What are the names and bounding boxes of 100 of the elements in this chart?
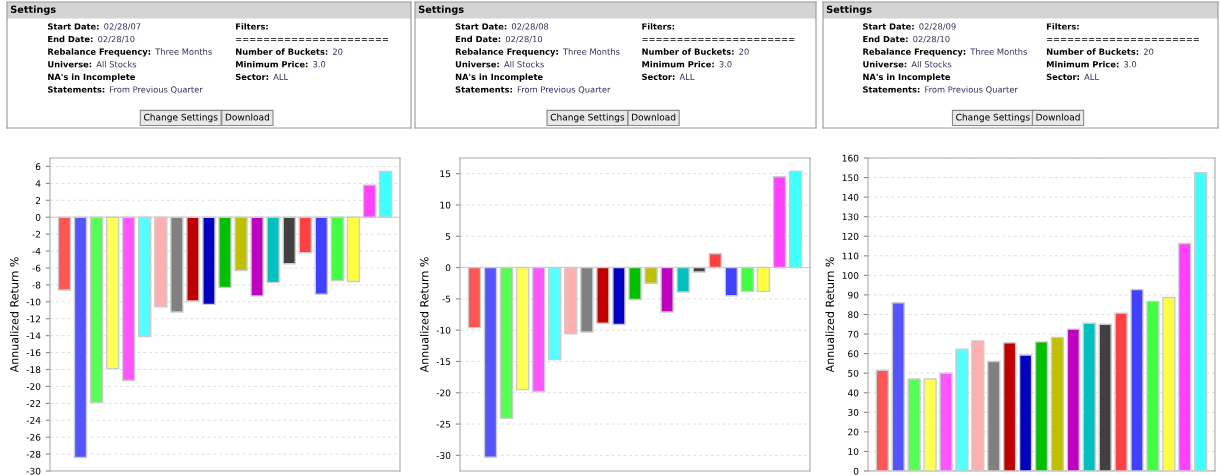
text: Statements: From Previous Quarter (863, 86, 1018, 94)
y-tick-label: 20 (848, 428, 859, 436)
bar (1194, 171, 1208, 471)
bar (971, 340, 985, 471)
y-tick-label: 100 (842, 272, 859, 279)
y-tick-label: 70 (848, 330, 859, 338)
text: Number of Buckets: 20 (642, 48, 749, 55)
y-tick-label: 110 (842, 252, 859, 260)
text: Universe: All Stocks (48, 60, 137, 68)
y-tick-label: 4 (35, 180, 41, 187)
y-tick-label: 160 (842, 154, 859, 162)
y-tick-label: 0 (445, 264, 451, 272)
y-tick-label: 140 (842, 193, 859, 201)
y-tick-label: 50 (848, 369, 859, 377)
text: Settings (418, 5, 464, 15)
y-tick-label: 6 (35, 163, 41, 171)
text: Download (1036, 113, 1080, 121)
y-tick-label: -30 (436, 452, 451, 459)
y-tick-label: 10 (848, 448, 859, 455)
y-tick-label: -15 (436, 358, 451, 366)
text: NA's in Incomplete (48, 73, 136, 82)
y-axis-title: Annualized Return % (825, 257, 835, 373)
bar (1162, 296, 1176, 471)
text: Universe: All Stocks (863, 60, 952, 68)
text: End Date: 02/28/10 (48, 35, 135, 43)
y-tick-label: -5 (442, 295, 451, 303)
bar (1003, 342, 1017, 471)
bar (1050, 336, 1065, 471)
text: Minimum Price: 3.0 (236, 60, 326, 68)
y-tick-label: 10 (440, 201, 451, 209)
y-tick-label: 150 (842, 174, 859, 182)
text: Universe: All Stocks (455, 60, 544, 68)
bar (1018, 354, 1033, 471)
y-tick-label: 0 (35, 213, 41, 221)
text: Download (225, 113, 269, 121)
bar (1114, 312, 1128, 471)
y-tick-label: -4 (32, 247, 41, 255)
text: ====================== (1047, 38, 1199, 41)
bar (907, 378, 921, 471)
text: Number of Buckets: 20 (1046, 48, 1154, 55)
text: Change Settings (956, 113, 1030, 123)
y-tick-label: -10 (26, 298, 41, 306)
y-tick-label: -6 (32, 264, 41, 272)
bar (955, 348, 969, 471)
y-tick-label: -18 (26, 366, 41, 374)
bar (987, 360, 1001, 471)
y-tick-label: -28 (26, 450, 41, 458)
text: Statements: From Previous Quarter (455, 86, 611, 94)
y-tick-label: 130 (842, 213, 859, 221)
y-tick-label: -30 (26, 467, 41, 475)
y-tick-label: 15 (440, 170, 451, 178)
y-tick-label: -10 (436, 326, 451, 334)
text: Rebalance Frequency: Three Months (863, 48, 1027, 57)
text: Statements: From Previous Quarter (48, 86, 203, 94)
text: Settings (10, 5, 56, 15)
y-tick-label: -22 (26, 400, 41, 407)
y-tick-label: -2 (32, 230, 41, 238)
text: Start Date: 02/28/09 (863, 23, 956, 31)
text: Minimum Price: 3.0 (642, 60, 732, 68)
y-axis-title: Annualized Return % (419, 257, 429, 373)
y-tick-label: 80 (848, 311, 859, 319)
text: NA's in Incomplete (863, 73, 951, 82)
text: Number of Buckets: 20 (236, 48, 343, 55)
text: Change Settings (550, 113, 625, 123)
y-tick-label: 30 (848, 409, 859, 416)
y-tick-label: -14 (26, 332, 41, 340)
text: Filters: (1046, 23, 1079, 30)
text: Rebalance Frequency: Three Months (455, 48, 620, 57)
text: ====================== (236, 38, 388, 41)
y-tick-label: -12 (26, 315, 41, 323)
y-tick-label: -26 (26, 433, 41, 441)
y-tick-label: -24 (26, 416, 41, 424)
text: Start Date: 02/28/08 (455, 23, 549, 31)
y-tick-label: 2 (35, 197, 41, 204)
text: Start Date: 02/28/07 (48, 23, 141, 31)
y-tick-label: 5 (445, 233, 451, 240)
text: End Date: 02/28/10 (863, 35, 950, 43)
bar (1034, 341, 1049, 471)
bar (1178, 242, 1192, 471)
bar (939, 372, 953, 471)
text: Change Settings (144, 113, 218, 123)
text: Sector: ALL (235, 73, 289, 81)
text: Sector: ALL (642, 73, 695, 81)
text: NA's in Incomplete (455, 73, 543, 82)
y-tick-label: 90 (848, 291, 859, 299)
text: Settings (826, 5, 872, 15)
text: ====================== (642, 38, 795, 41)
text: Sector: ALL (1046, 73, 1100, 81)
y-tick-label: -20 (436, 389, 451, 397)
y-tick-label: -8 (32, 281, 41, 289)
text: Filters: (642, 23, 675, 30)
text: Download (632, 113, 676, 121)
bar (891, 302, 905, 471)
bar (1066, 328, 1080, 471)
y-tick-label: -16 (26, 349, 41, 357)
y-tick-label: 120 (842, 232, 859, 240)
y-tick-label: -20 (26, 383, 41, 390)
y-tick-label: 40 (847, 389, 859, 397)
bar (1082, 322, 1096, 471)
bar (875, 369, 889, 471)
